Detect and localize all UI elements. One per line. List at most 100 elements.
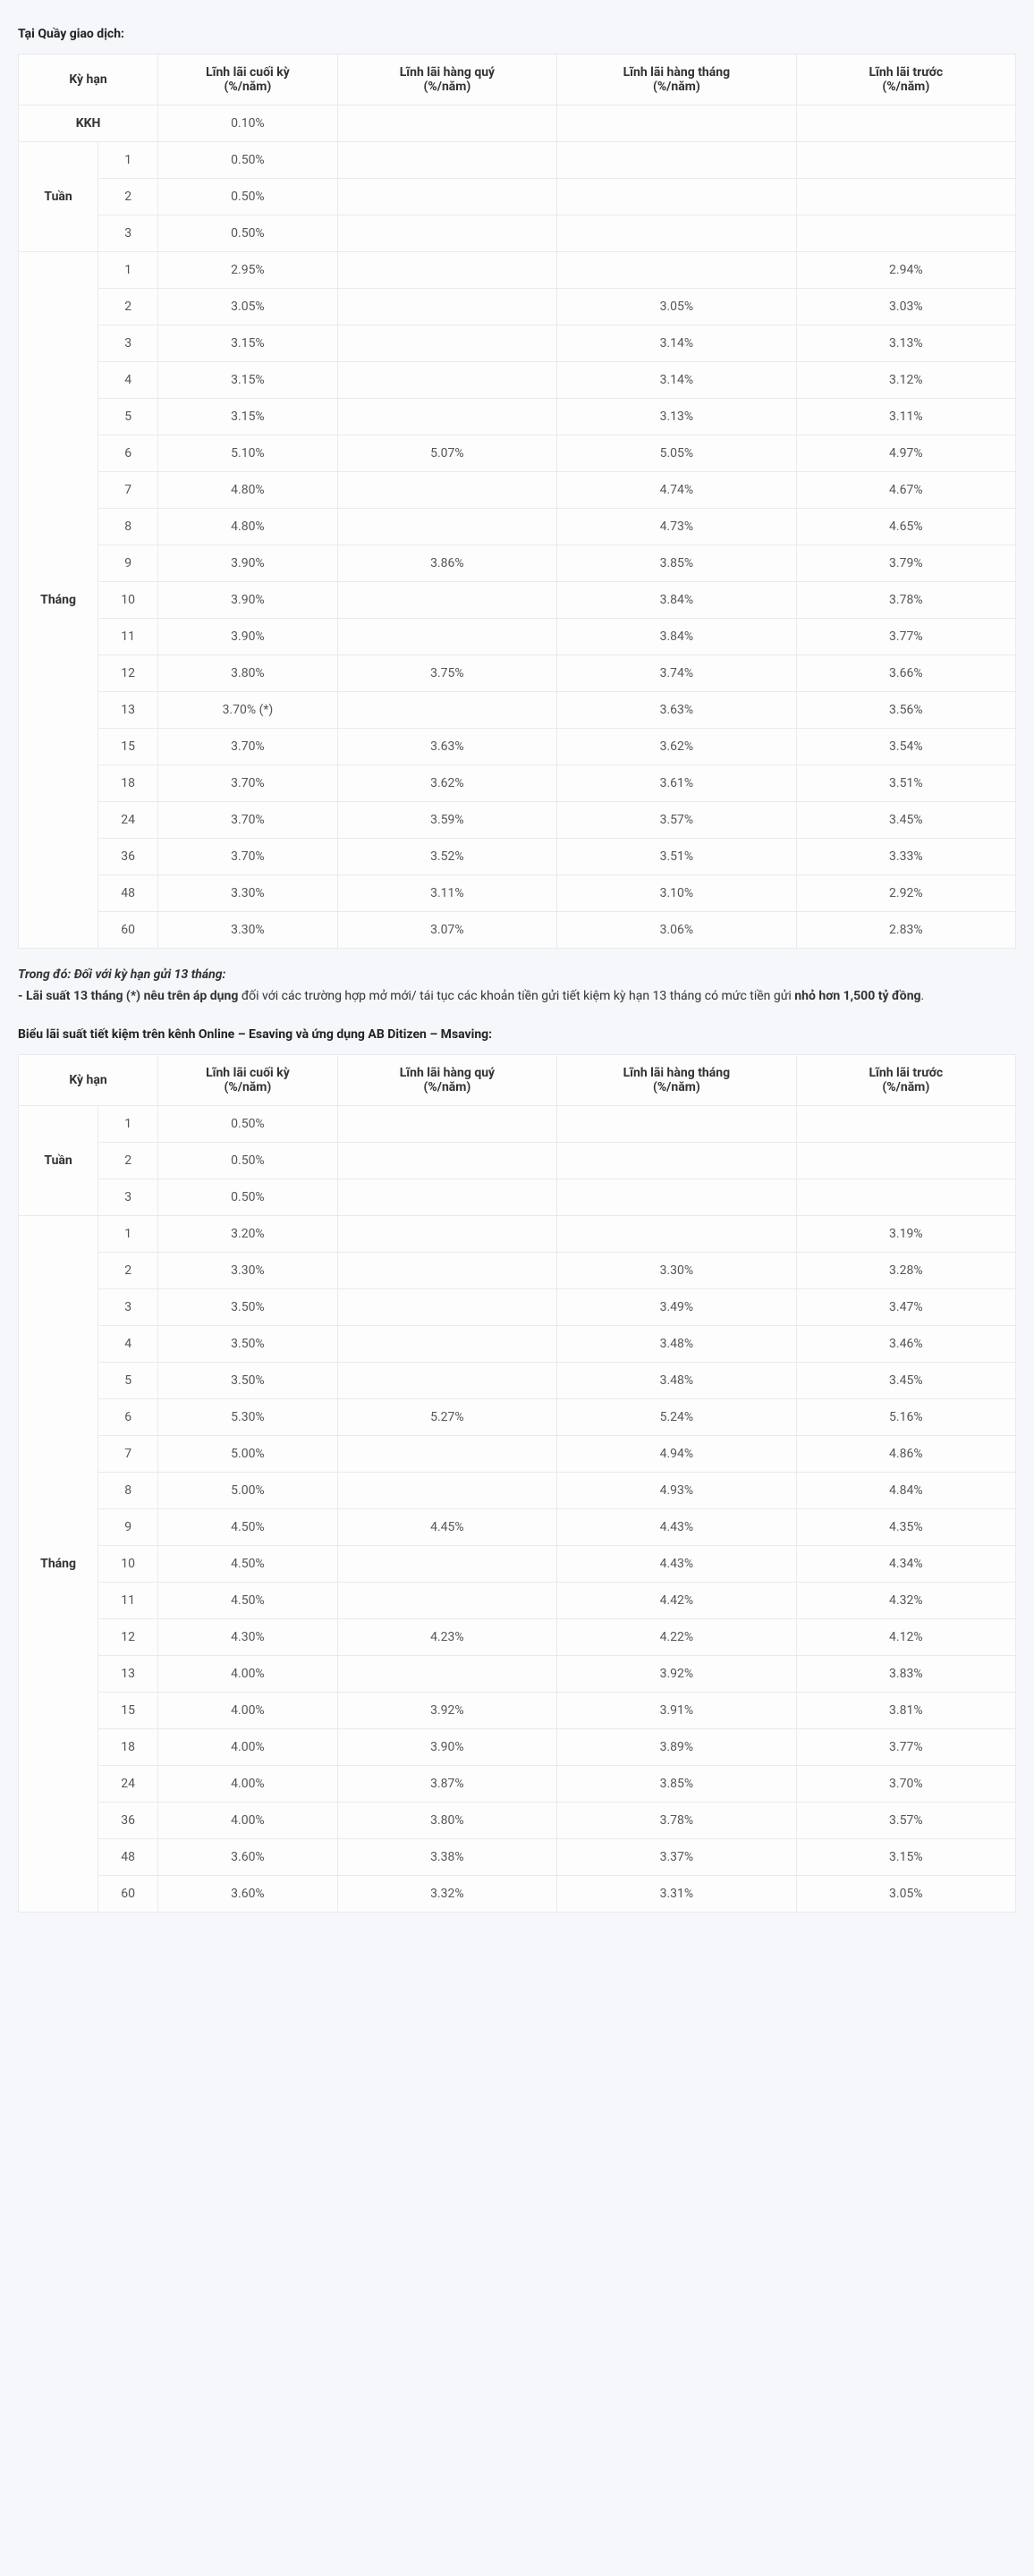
table-row: 244.00%3.87%3.85%3.70% (19, 1765, 1016, 1802)
cell-m: 4.22% (557, 1618, 797, 1655)
table-row: Tuần10.50% (19, 1105, 1016, 1142)
table-row: 33.50%3.49%3.47% (19, 1288, 1016, 1325)
cell-n: 11 (98, 619, 158, 655)
cell-n: 3 (98, 1288, 158, 1325)
cell-n: 24 (98, 802, 158, 839)
cell-end: 4.00% (158, 1655, 338, 1692)
cell-pre: 4.86% (796, 1435, 1015, 1472)
col-m-l1: Lĩnh lãi hàng tháng (623, 65, 731, 80)
cell-n: 7 (98, 1435, 158, 1472)
cell-m: 3.85% (557, 1765, 797, 1802)
kkh-cell: KKH (19, 106, 158, 142)
table-row: 30.50% (19, 1178, 1016, 1215)
cell-m: 3.57% (557, 802, 797, 839)
cell-pre (796, 106, 1015, 142)
cell-pre: 3.78% (796, 582, 1015, 619)
cell-q: 3.11% (337, 875, 556, 912)
table-row: 85.00%4.93%4.84% (19, 1472, 1016, 1508)
cell-end: 3.30% (158, 912, 338, 949)
cell-pre: 4.32% (796, 1582, 1015, 1618)
cell-pre: 3.19% (796, 1215, 1015, 1252)
table-row: 124.30%4.23%4.22%4.12% (19, 1618, 1016, 1655)
col-quarterly: Lĩnh lãi hàng quý(%/năm) (337, 1054, 556, 1105)
cell-pre: 3.15% (796, 1838, 1015, 1875)
cell-pre: 3.81% (796, 1692, 1015, 1728)
col-pre-l2: (%/năm) (806, 80, 1006, 94)
cell-n: 6 (98, 1398, 158, 1435)
cell-end: 3.90% (158, 619, 338, 655)
cell-n: 18 (98, 1728, 158, 1765)
cell-q: 3.52% (337, 839, 556, 875)
cell-end: 3.70% (*) (158, 692, 338, 729)
cell-n: 8 (98, 1472, 158, 1508)
term-group: Tháng (19, 1215, 98, 1912)
cell-q (337, 619, 556, 655)
cell-m: 3.05% (557, 289, 797, 325)
cell-n: 5 (98, 399, 158, 435)
cell-end: 3.90% (158, 582, 338, 619)
col-term: Kỳ hạn (19, 55, 158, 106)
cell-q (337, 1472, 556, 1508)
col-pre-l2: (%/năm) (806, 1080, 1006, 1094)
cell-n: 9 (98, 1508, 158, 1545)
col-quarterly: Lĩnh lãi hàng quý(%/năm) (337, 55, 556, 106)
cell-end: 3.70% (158, 839, 338, 875)
cell-m: 3.13% (557, 399, 797, 435)
cell-m: 3.49% (557, 1288, 797, 1325)
cell-pre: 3.79% (796, 545, 1015, 582)
cell-end: 0.50% (158, 1105, 338, 1142)
cell-end: 4.50% (158, 1508, 338, 1545)
cell-q (337, 252, 556, 289)
table-row: 154.00%3.92%3.91%3.81% (19, 1692, 1016, 1728)
cell-pre: 3.83% (796, 1655, 1015, 1692)
table-row: 114.50%4.42%4.32% (19, 1582, 1016, 1618)
cell-q (337, 692, 556, 729)
table-row: 74.80%4.74%4.67% (19, 472, 1016, 509)
cell-end: 5.00% (158, 1435, 338, 1472)
cell-end: 3.50% (158, 1325, 338, 1362)
term-group: Tháng (19, 252, 98, 949)
table-row: 43.15%3.14%3.12% (19, 362, 1016, 399)
cell-m: 4.43% (557, 1508, 797, 1545)
cell-m: 3.91% (557, 1692, 797, 1728)
cell-q: 3.38% (337, 1838, 556, 1875)
cell-n: 5 (98, 1362, 158, 1398)
cell-end: 3.50% (158, 1362, 338, 1398)
cell-pre: 2.83% (796, 912, 1015, 949)
cell-n: 9 (98, 545, 158, 582)
cell-end: 5.30% (158, 1398, 338, 1435)
cell-pre (796, 142, 1015, 179)
cell-pre: 3.51% (796, 765, 1015, 802)
cell-n: 1 (98, 142, 158, 179)
table-row: 123.80%3.75%3.74%3.66% (19, 655, 1016, 692)
cell-m: 3.06% (557, 912, 797, 949)
table-row: 75.00%4.94%4.86% (19, 1435, 1016, 1472)
cell-end: 0.10% (158, 106, 338, 142)
table-row: 43.50%3.48%3.46% (19, 1325, 1016, 1362)
cell-pre: 3.28% (796, 1252, 1015, 1288)
cell-q: 3.63% (337, 729, 556, 765)
cell-m (557, 142, 797, 179)
cell-pre (796, 215, 1015, 252)
note-line2-bold2: nhỏ hơn 1,500 tỷ đồng (794, 989, 920, 1003)
cell-m: 4.43% (557, 1545, 797, 1582)
cell-n: 2 (98, 1252, 158, 1288)
cell-n: 4 (98, 362, 158, 399)
cell-m: 4.93% (557, 1472, 797, 1508)
cell-n: 1 (98, 1105, 158, 1142)
cell-end: 4.30% (158, 1618, 338, 1655)
section1-title: Tại Quầy giao dịch: (18, 27, 1016, 41)
cell-q: 4.23% (337, 1618, 556, 1655)
cell-n: 1 (98, 252, 158, 289)
cell-end: 0.50% (158, 1178, 338, 1215)
cell-q (337, 325, 556, 362)
cell-end: 4.50% (158, 1545, 338, 1582)
cell-n: 11 (98, 1582, 158, 1618)
table-row: 33.15%3.14%3.13% (19, 325, 1016, 362)
cell-q (337, 1362, 556, 1398)
term-group: Tuần (19, 1105, 98, 1215)
cell-n: 3 (98, 1178, 158, 1215)
table-row: 113.90%3.84%3.77% (19, 619, 1016, 655)
cell-n: 3 (98, 325, 158, 362)
cell-q: 3.59% (337, 802, 556, 839)
